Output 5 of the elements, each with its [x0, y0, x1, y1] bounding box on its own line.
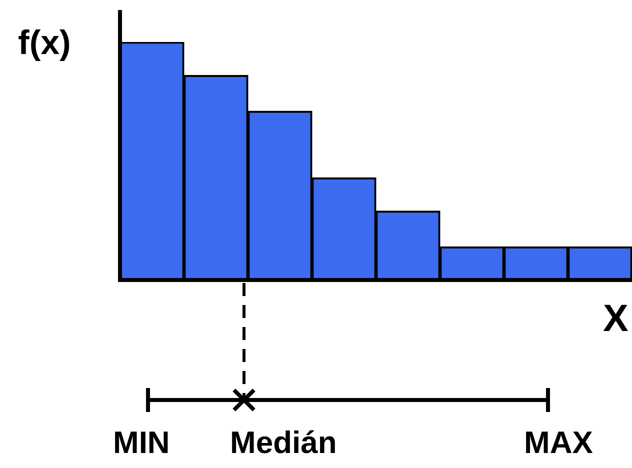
y-axis-title: f(x)	[18, 24, 71, 63]
text: MAX	[524, 425, 593, 461]
x-axis-title: X	[603, 298, 628, 341]
text: MIN	[113, 425, 170, 461]
text: Medián	[230, 425, 337, 461]
